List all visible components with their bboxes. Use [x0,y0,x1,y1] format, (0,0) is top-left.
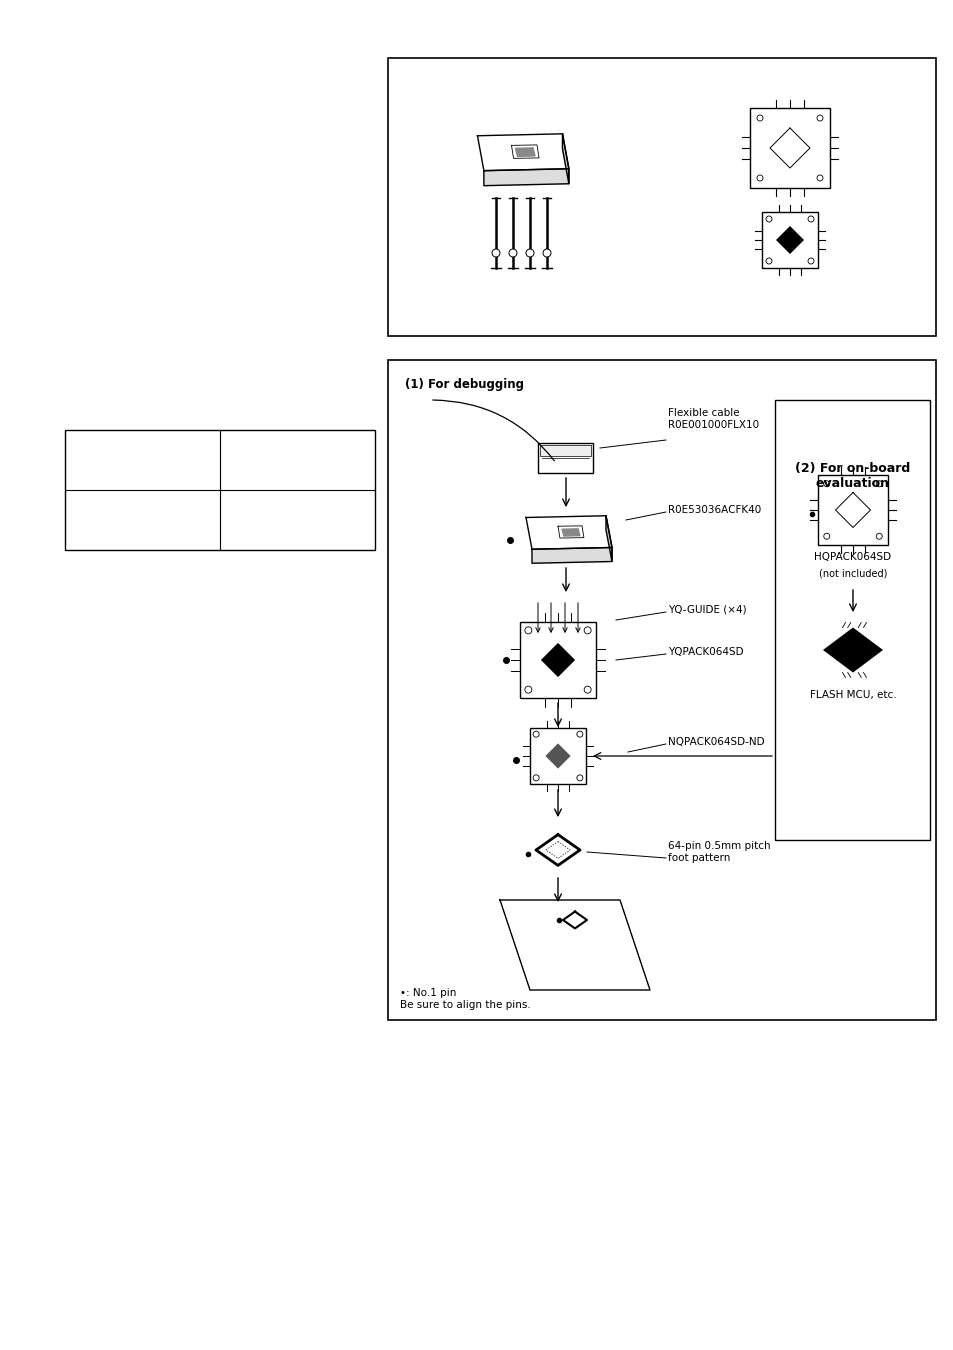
Bar [388,58,935,336]
Circle shape [509,248,517,256]
Circle shape [583,626,591,634]
Polygon shape [532,548,612,563]
Polygon shape [561,529,579,536]
Circle shape [525,248,534,256]
Text: YQPACK064SD: YQPACK064SD [667,647,742,657]
Text: (1) For debugging: (1) For debugging [405,378,523,392]
Text: (2) For on-board
evaluation: (2) For on-board evaluation [795,462,910,490]
Polygon shape [562,911,586,929]
Bar [540,446,591,455]
Bar [774,400,929,840]
Polygon shape [499,900,649,990]
Text: •: No.1 pin
Be sure to align the pins.: •: No.1 pin Be sure to align the pins. [399,988,530,1010]
Polygon shape [483,169,568,186]
Text: (not included): (not included) [818,568,886,578]
Circle shape [816,115,822,122]
Bar [65,431,375,549]
Bar [749,108,829,188]
Circle shape [822,533,829,539]
Polygon shape [540,643,575,678]
Text: 64-pin 0.5mm pitch
foot pattern: 64-pin 0.5mm pitch foot pattern [667,841,770,863]
Polygon shape [769,128,809,167]
Text: FLASH MCU, etc.: FLASH MCU, etc. [809,690,896,701]
Polygon shape [536,834,579,865]
Circle shape [876,481,882,487]
Polygon shape [605,516,612,562]
Bar [519,622,596,698]
Circle shape [822,481,829,487]
Circle shape [765,258,771,265]
Polygon shape [545,744,570,768]
Text: HQPACK064SD: HQPACK064SD [814,552,891,562]
Circle shape [524,686,532,693]
Text: NQPACK064SD-ND: NQPACK064SD-ND [667,737,763,747]
Circle shape [807,216,813,221]
Circle shape [757,176,762,181]
Circle shape [577,732,582,737]
Bar [537,443,593,472]
Circle shape [533,732,538,737]
Circle shape [807,258,813,265]
Bar [388,360,935,1021]
Circle shape [577,775,582,780]
Polygon shape [515,148,535,157]
Polygon shape [822,628,882,672]
Polygon shape [562,134,568,184]
Bar [817,475,887,545]
Circle shape [524,626,532,634]
Circle shape [533,775,538,780]
Bar [530,728,585,784]
Circle shape [583,686,591,693]
Polygon shape [835,493,869,528]
Polygon shape [525,516,612,549]
Circle shape [542,248,551,256]
Circle shape [876,533,882,539]
Circle shape [765,216,771,221]
Polygon shape [775,225,803,254]
Text: Flexible cable
R0E001000FLX10: Flexible cable R0E001000FLX10 [667,409,759,431]
Circle shape [757,115,762,122]
Polygon shape [477,134,568,170]
Text: YQ-GUIDE (×4): YQ-GUIDE (×4) [667,605,746,616]
Circle shape [492,248,499,256]
Circle shape [816,176,822,181]
Bar [761,212,817,269]
Text: R0E53036ACFK40: R0E53036ACFK40 [667,505,760,514]
